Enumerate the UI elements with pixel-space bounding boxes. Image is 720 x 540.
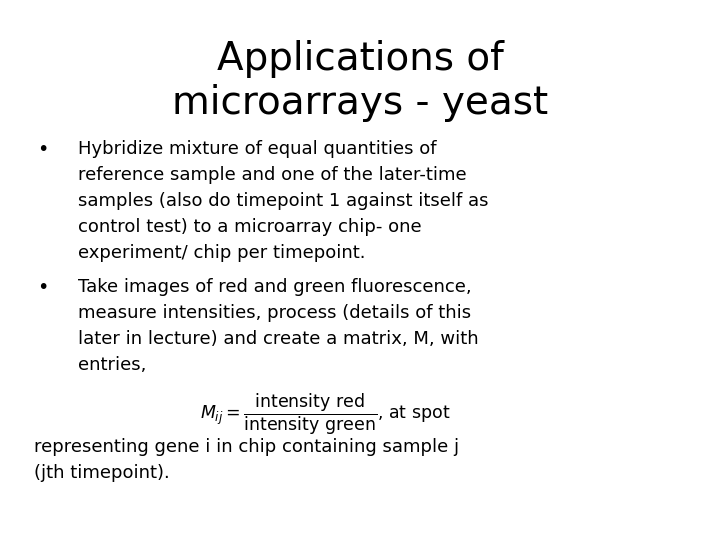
- Text: later in lecture) and create a matrix, M, with: later in lecture) and create a matrix, M…: [78, 330, 479, 348]
- Text: samples (also do timepoint 1 against itself as: samples (also do timepoint 1 against its…: [78, 192, 488, 210]
- Text: (jth timepoint).: (jth timepoint).: [34, 464, 170, 482]
- Text: microarrays - yeast: microarrays - yeast: [172, 84, 548, 122]
- Text: Hybridize mixture of equal quantities of: Hybridize mixture of equal quantities of: [78, 140, 436, 158]
- Text: $M_{ij} = \dfrac{\mathrm{intensity\ red}}{\mathrm{intensity\ green}}$, at spot: $M_{ij} = \dfrac{\mathrm{intensity\ red}…: [200, 392, 451, 437]
- Text: experiment/ chip per timepoint.: experiment/ chip per timepoint.: [78, 244, 366, 262]
- Text: reference sample and one of the later-time: reference sample and one of the later-ti…: [78, 166, 467, 184]
- Text: control test) to a microarray chip- one: control test) to a microarray chip- one: [78, 218, 422, 236]
- Text: Take images of red and green fluorescence,: Take images of red and green fluorescenc…: [78, 278, 472, 296]
- Text: •: •: [37, 278, 48, 297]
- Text: representing gene i in chip containing sample j: representing gene i in chip containing s…: [34, 438, 459, 456]
- Text: measure intensities, process (details of this: measure intensities, process (details of…: [78, 304, 471, 322]
- Text: entries,: entries,: [78, 356, 146, 374]
- Text: •: •: [37, 140, 48, 159]
- Text: Applications of: Applications of: [217, 40, 503, 78]
